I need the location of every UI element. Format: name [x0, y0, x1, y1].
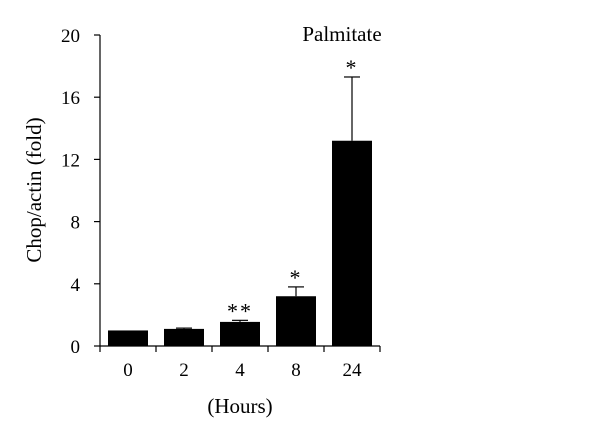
bar	[164, 328, 204, 346]
y-tick-label: 8	[71, 213, 81, 234]
y-tick-label: 12	[61, 150, 80, 171]
significance-marker: *	[290, 265, 303, 290]
chart-title: Palmitate	[302, 22, 381, 46]
y-axis-label: Chop/actin (fold)	[22, 117, 46, 262]
bar	[220, 321, 260, 346]
bars	[108, 140, 372, 346]
x-axis-label: (Hours)	[207, 394, 272, 418]
y-tick-label: 20	[61, 26, 80, 47]
y-tick-label: 4	[71, 275, 81, 296]
x-axis-ticks: 0 2 4 8 24	[99, 346, 381, 381]
x-tick-label: 4	[235, 360, 245, 381]
y-axis-ticks: 0 4 8 12 16 20	[61, 26, 100, 358]
x-tick-label: 2	[179, 360, 189, 381]
bar	[108, 330, 148, 346]
y-tick-label: 0	[71, 337, 81, 358]
y-tick-label: 16	[61, 88, 80, 109]
significance-annotations: ****	[227, 55, 359, 323]
error-bars	[176, 76, 360, 329]
bar	[276, 296, 316, 346]
significance-marker: *	[346, 55, 359, 80]
x-tick-label: 8	[291, 360, 301, 381]
x-tick-label: 24	[343, 360, 363, 381]
bar	[332, 140, 372, 346]
significance-marker: **	[227, 298, 253, 323]
x-tick-label: 0	[123, 360, 133, 381]
